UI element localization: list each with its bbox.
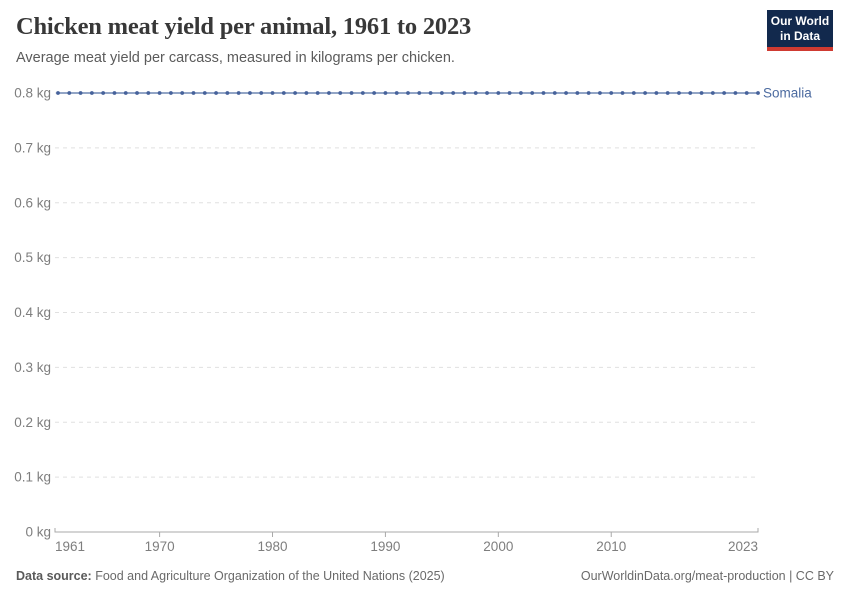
y-axis-label: 0.3 kg	[14, 360, 51, 375]
data-point[interactable]	[67, 91, 72, 95]
data-point[interactable]	[259, 91, 264, 95]
x-axis-line	[54, 528, 759, 533]
x-axis-label: 1980	[257, 539, 287, 554]
data-point[interactable]	[123, 91, 128, 95]
data-point[interactable]	[519, 91, 523, 95]
data-point[interactable]	[631, 91, 636, 95]
data-point[interactable]	[78, 91, 83, 95]
data-point[interactable]	[202, 91, 207, 95]
data-point[interactable]	[338, 91, 343, 95]
data-point[interactable]	[552, 91, 557, 95]
data-point[interactable]	[654, 91, 659, 95]
y-axis-label: 0 kg	[25, 525, 51, 540]
data-point[interactable]	[349, 91, 354, 95]
data-source-label: Data source:	[16, 569, 92, 583]
data-point[interactable]	[665, 91, 670, 95]
data-source-text: Food and Agriculture Organization of the…	[91, 569, 445, 583]
x-axis-label: 1970	[145, 539, 175, 554]
data-point[interactable]	[620, 91, 625, 95]
data-point[interactable]	[180, 91, 185, 95]
data-point[interactable]	[507, 91, 512, 95]
data-point[interactable]	[89, 91, 94, 95]
data-point[interactable]	[496, 91, 501, 95]
data-point[interactable]	[688, 91, 693, 95]
y-axis-label: 0.7 kg	[14, 140, 51, 155]
y-axis-label: 0.1 kg	[14, 470, 51, 485]
data-point[interactable]	[146, 91, 151, 95]
owid-logo[interactable]: Our World in Data	[767, 10, 833, 51]
owid-logo-text: Our World in Data	[770, 13, 830, 43]
data-point[interactable]	[439, 91, 444, 95]
entity-label[interactable]: Somalia	[763, 86, 812, 101]
data-point[interactable]	[473, 91, 478, 95]
data-point[interactable]	[304, 91, 309, 95]
data-point[interactable]	[733, 91, 738, 95]
x-axis-label: 1990	[370, 539, 400, 554]
data-point[interactable]	[315, 91, 320, 95]
x-axis-label: 2010	[596, 539, 626, 554]
data-point[interactable]	[677, 91, 681, 95]
data-point[interactable]	[710, 91, 715, 95]
data-point[interactable]	[372, 91, 377, 95]
chart-title: Chicken meat yield per animal, 1961 to 2…	[16, 13, 472, 40]
data-point[interactable]	[135, 91, 139, 95]
y-axis-label: 0.5 kg	[14, 250, 51, 265]
y-axis-label: 0.6 kg	[14, 195, 51, 210]
data-point[interactable]	[451, 91, 456, 95]
data-point[interactable]	[417, 91, 422, 95]
data-point[interactable]	[428, 91, 433, 95]
citation-url: OurWorldinData.org/meat-production | CC …	[580, 569, 834, 583]
x-axis-label: 1961	[55, 539, 85, 554]
data-point[interactable]	[236, 91, 241, 95]
data-point[interactable]	[406, 91, 410, 95]
data-point[interactable]	[327, 91, 331, 95]
data-point[interactable]	[722, 91, 727, 95]
data-point[interactable]	[281, 91, 286, 95]
data-point[interactable]	[157, 91, 162, 95]
data-point[interactable]	[485, 91, 489, 95]
data-source-note: Data source: Food and Agriculture Organi…	[16, 569, 445, 583]
data-point[interactable]	[248, 91, 252, 95]
data-point[interactable]	[191, 91, 196, 95]
data-point[interactable]	[609, 91, 614, 95]
data-point[interactable]	[112, 91, 117, 95]
data-point[interactable]	[564, 91, 568, 95]
chart-footer: Data source: Food and Agriculture Organi…	[16, 569, 834, 583]
data-point[interactable]	[225, 91, 230, 95]
x-axis-label: 2000	[483, 539, 513, 554]
data-point[interactable]	[394, 91, 399, 95]
data-point[interactable]	[586, 91, 591, 95]
data-point[interactable]	[383, 91, 388, 95]
data-point[interactable]	[643, 91, 647, 95]
x-axis-label: 2023	[728, 539, 758, 554]
chart-subtitle: Average meat yield per carcass, measured…	[16, 50, 455, 66]
data-point[interactable]	[169, 91, 173, 95]
data-point[interactable]	[101, 91, 106, 95]
data-point[interactable]	[530, 91, 535, 95]
data-point[interactable]	[56, 91, 60, 95]
data-point[interactable]	[744, 91, 749, 95]
data-point[interactable]	[756, 91, 760, 95]
data-point[interactable]	[598, 91, 602, 95]
data-point[interactable]	[575, 91, 580, 95]
data-point[interactable]	[293, 91, 297, 95]
y-axis-label: 0.2 kg	[14, 415, 51, 430]
y-axis-label: 0.8 kg	[14, 86, 51, 101]
y-axis-label: 0.4 kg	[14, 305, 51, 320]
data-point[interactable]	[699, 91, 704, 95]
data-point[interactable]	[360, 91, 365, 95]
data-point[interactable]	[462, 91, 467, 95]
data-point[interactable]	[270, 91, 275, 95]
data-point[interactable]	[214, 91, 218, 95]
data-point[interactable]	[541, 91, 546, 95]
